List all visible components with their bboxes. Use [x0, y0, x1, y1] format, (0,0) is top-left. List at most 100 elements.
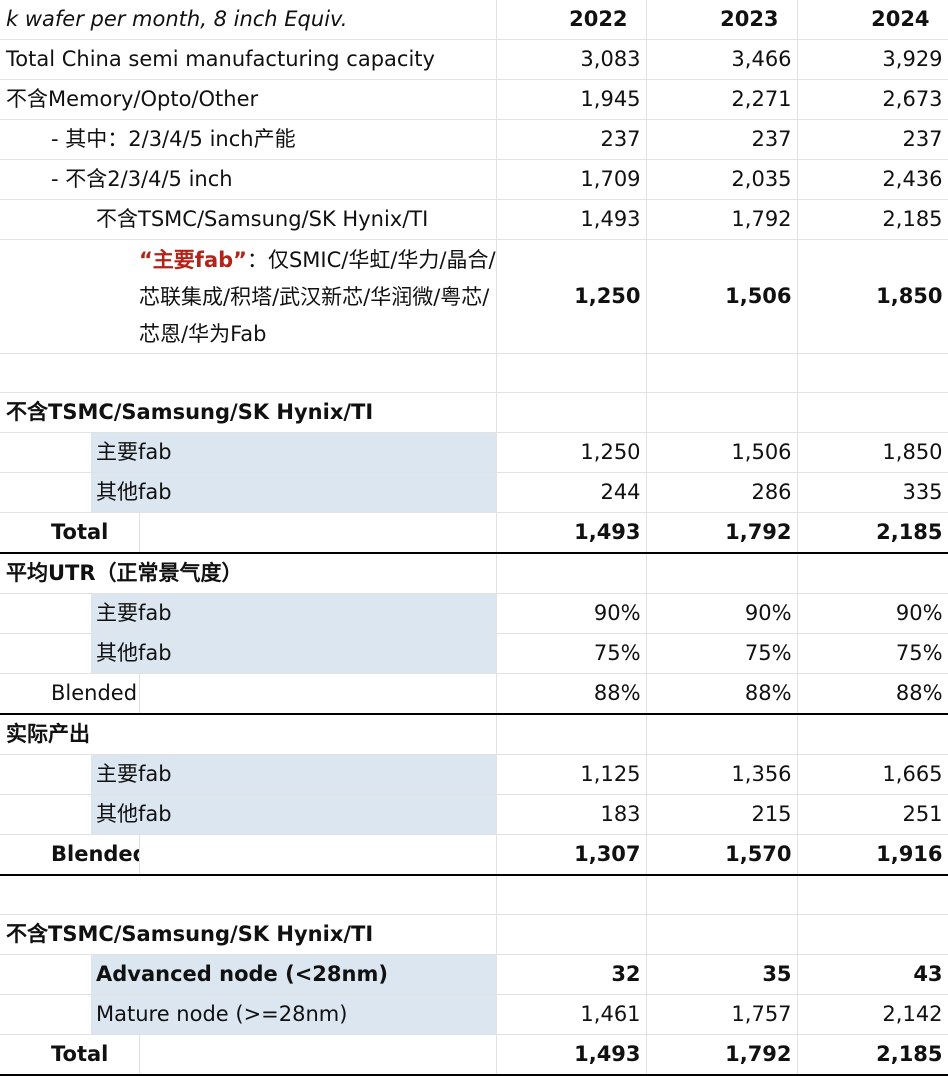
row-label: 其他fab: [91, 633, 497, 674]
cell-2022: 90%: [496, 593, 647, 634]
row-label: Blended: [45, 673, 140, 715]
table-row: Total China semi manufacturing capacity …: [0, 39, 948, 80]
cell-2022: 1,250: [496, 432, 647, 473]
major-fab-label: “主要fab”: [139, 248, 247, 272]
cell-2023: 1,792: [646, 1034, 798, 1076]
cell-2023: 35: [646, 954, 798, 995]
cell-2022: 1,493: [496, 512, 647, 554]
cell-2022: 88%: [496, 673, 647, 715]
table-row: Mature node (>=28nm) 1,461 1,757 2,142: [0, 994, 948, 1035]
table-row: 其他fab 244 286 335: [0, 472, 948, 513]
cell-2023: 1,757: [646, 994, 798, 1035]
table-row: 不含Memory/Opto/Other 1,945 2,271 2,673: [0, 79, 948, 120]
cell-2022: 1,250: [496, 239, 647, 354]
cell-2022: 237: [496, 119, 647, 160]
cell-2022: 75%: [496, 633, 647, 674]
cell-2023: 1,792: [646, 199, 798, 240]
cell-2024: 1,850: [797, 239, 948, 354]
year-2024: 2024: [797, 0, 948, 40]
year-2022: 2022: [496, 0, 647, 40]
spacer-row: [0, 353, 948, 393]
cell-2022: 1,307: [496, 834, 647, 876]
section-title: 实际产出: [0, 714, 497, 755]
cell-2022: 1,125: [496, 754, 647, 795]
section-title-row: 不含TSMC/Samsung/SK Hynix/TI: [0, 392, 948, 433]
total-row: Total 1,493 1,792 2,185: [0, 1034, 948, 1076]
cell-2022: 1,493: [496, 199, 647, 240]
row-label: Blended: [45, 834, 140, 876]
cell-2024: 251: [797, 794, 948, 835]
row-label: 其他fab: [91, 794, 497, 835]
row-label: - 其中：2/3/4/5 inch产能: [45, 119, 497, 160]
unit-label: k wafer per month, 8 inch Equiv.: [0, 0, 497, 40]
cell-2024: 88%: [797, 673, 948, 715]
cell-2024: 3,929: [797, 39, 948, 80]
cell-2023: 1,792: [646, 512, 798, 554]
blended-row: Blended 88% 88% 88%: [0, 673, 948, 715]
row-label: Total China semi manufacturing capacity: [0, 39, 497, 80]
row-label: - 不含2/3/4/5 inch: [45, 159, 497, 200]
row-label: Advanced node (<28nm): [91, 954, 497, 995]
cell-2023: 1,506: [646, 239, 798, 354]
cell-2024: 2,142: [797, 994, 948, 1035]
table-row: - 其中：2/3/4/5 inch产能 237 237 237: [0, 119, 948, 160]
cell-2023: 237: [646, 119, 798, 160]
spacer-row: [0, 875, 948, 915]
major-fab-definition-row: “主要fab”：仅SMIC/华虹/华力/晶合/芯联集成/积塔/武汉新芯/华润微/…: [0, 239, 948, 354]
table-row: 主要fab 1,125 1,356 1,665: [0, 754, 948, 795]
row-label: Total: [45, 512, 140, 554]
cell-2023: 215: [646, 794, 798, 835]
total-row: Total 1,493 1,792 2,185: [0, 512, 948, 554]
blended-row: Blended 1,307 1,570 1,916: [0, 834, 948, 876]
row-label: 主要fab: [91, 593, 497, 634]
cell-2024: 2,185: [797, 199, 948, 240]
cell-2023: 2,271: [646, 79, 798, 120]
year-2023: 2023: [646, 0, 798, 40]
cell-2024: 43: [797, 954, 948, 995]
cell-2023: 286: [646, 472, 798, 513]
section-title: 不含TSMC/Samsung/SK Hynix/TI: [0, 392, 497, 433]
table-row: 其他fab 75% 75% 75%: [0, 633, 948, 674]
cell-2024: 2,185: [797, 1034, 948, 1076]
section-title-row: 平均UTR（正常景气度）: [0, 553, 948, 594]
cell-2024: 335: [797, 472, 948, 513]
cell-2022: 1,945: [496, 79, 647, 120]
section-title-row: 不含TSMC/Samsung/SK Hynix/TI: [0, 914, 948, 955]
section-title: 平均UTR（正常景气度）: [0, 553, 497, 594]
header-row: k wafer per month, 8 inch Equiv. 2022 20…: [0, 0, 948, 40]
cell-2022: 1,493: [496, 1034, 647, 1076]
section-title: 不含TSMC/Samsung/SK Hynix/TI: [0, 914, 497, 955]
cell-2022: 32: [496, 954, 647, 995]
cell-2022: 3,083: [496, 39, 647, 80]
row-label: 不含TSMC/Samsung/SK Hynix/TI: [91, 199, 497, 240]
table-row: 不含TSMC/Samsung/SK Hynix/TI 1,493 1,792 2…: [0, 199, 948, 240]
cell-2024: 237: [797, 119, 948, 160]
cell-2023: 88%: [646, 673, 798, 715]
cell-2022: 183: [496, 794, 647, 835]
cell-2022: 1,461: [496, 994, 647, 1035]
cell-2024: 75%: [797, 633, 948, 674]
cell-2024: 1,665: [797, 754, 948, 795]
row-label: 其他fab: [91, 472, 497, 513]
table-row: - 不含2/3/4/5 inch 1,709 2,035 2,436: [0, 159, 948, 200]
table-row: 其他fab 183 215 251: [0, 794, 948, 835]
cell-2024: 2,436: [797, 159, 948, 200]
cell-2023: 3,466: [646, 39, 798, 80]
major-fab-definition: “主要fab”：仅SMIC/华虹/华力/晶合/芯联集成/积塔/武汉新芯/华润微/…: [139, 239, 497, 354]
row-label: 不含Memory/Opto/Other: [0, 79, 497, 120]
cell-2023: 1,506: [646, 432, 798, 473]
row-label: 主要fab: [91, 432, 497, 473]
cell-2023: 1,570: [646, 834, 798, 876]
cell-2022: 244: [496, 472, 647, 513]
major-fab-list: ：仅SMIC/华虹/华力/晶合/芯联集成/积塔/武汉新芯/华润微/粤芯/芯恩/华…: [139, 248, 496, 346]
cell-2023: 1,356: [646, 754, 798, 795]
cell-2023: 2,035: [646, 159, 798, 200]
cell-2024: 90%: [797, 593, 948, 634]
row-label: 主要fab: [91, 754, 497, 795]
table-row: 主要fab 1,250 1,506 1,850: [0, 432, 948, 473]
row-label: Mature node (>=28nm): [91, 994, 497, 1035]
table-row: Advanced node (<28nm) 32 35 43: [0, 954, 948, 995]
table-row: 主要fab 90% 90% 90%: [0, 593, 948, 634]
